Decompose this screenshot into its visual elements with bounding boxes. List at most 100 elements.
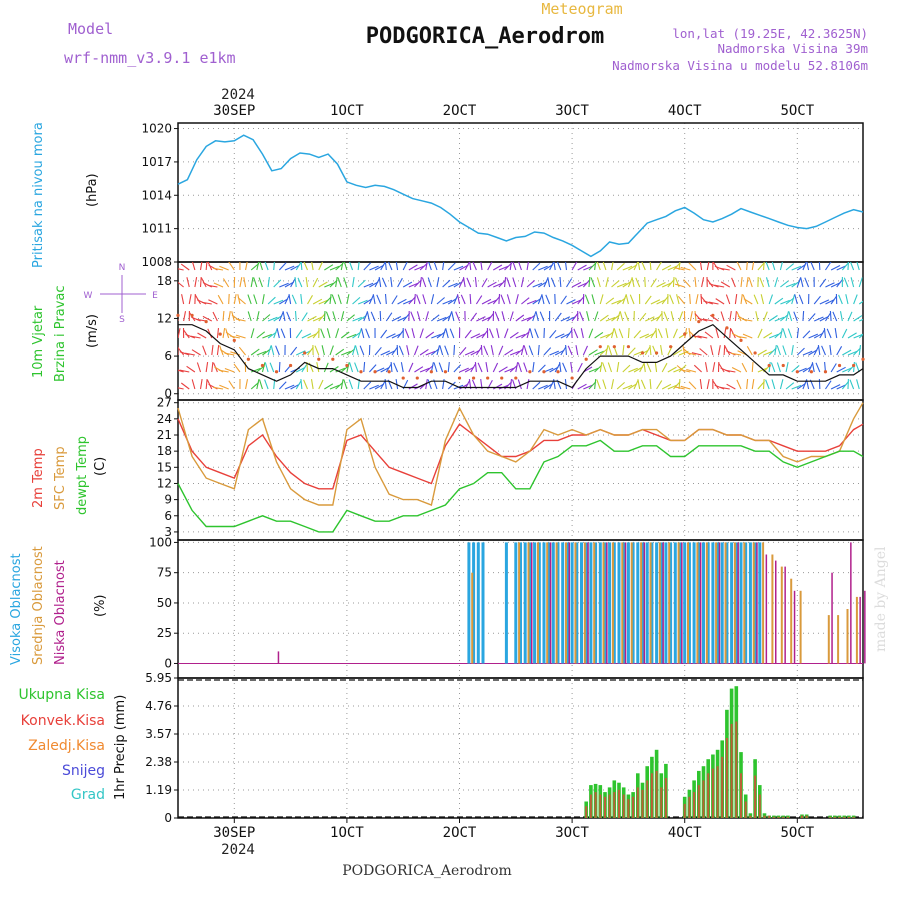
cloud-bar-0 [739,542,743,664]
cloud-bar-0 [664,542,668,664]
wind-arrow [782,328,787,339]
wind-tick-label: 0 [164,387,172,401]
wind-arrow [515,314,525,322]
wind-arrow [374,264,385,271]
wind-arrow [564,379,568,390]
wind-arrow [720,311,725,322]
wind-arrow [455,311,461,322]
wind-arrow [372,294,376,305]
cloud-bar-0 [537,542,541,664]
wind-arrow [337,277,342,288]
wind-gust-point [556,370,560,374]
wind-arrow [725,294,731,305]
wind-arrow [571,262,578,271]
cloud-bar-0 [692,542,696,664]
wind-arrow [719,386,730,390]
wind-arrow [368,294,375,305]
wind-arrow [284,384,295,390]
wind-arrow [819,329,826,339]
wind-arrow [323,362,329,373]
wind-gust-point [852,363,856,368]
wind-arrow [295,262,302,271]
wind-arrow [532,262,541,271]
wind-arrow [425,379,428,390]
wind-arrow [661,264,672,271]
wind-arrow [354,362,359,373]
wind-arrow [385,312,393,322]
cloud-bar-1 [527,542,530,664]
wind-arrow [841,262,850,271]
wind-arrow [855,362,860,373]
cloud-bar-0 [673,542,677,664]
wind-arrow [186,365,196,373]
wind-arrow [588,349,598,356]
wind-arrow [365,328,370,339]
wind-arrow [488,328,494,339]
wind-arrow [346,314,355,322]
cloud-bar-0 [650,542,654,664]
wind-arrow [556,262,562,271]
wind-arrow [267,316,278,322]
wind-arrow [534,328,539,339]
wind-arrow [425,350,436,356]
wind-arrow [859,318,863,322]
wind-arrow [541,294,545,305]
pressure-unit: (hPa) [85,173,100,207]
wind-arrow [549,350,560,356]
temperature-tick-label: 9 [164,493,172,507]
wind-arrow [639,333,650,339]
wind-arrow [699,262,703,271]
precip-bar-1 [843,816,846,818]
wind-arrow [346,333,357,339]
wind-arrow [509,350,520,356]
wind-arrow [616,297,626,305]
wind-arrow [616,381,625,390]
wind-arrow [433,362,438,373]
wind-arrow [295,367,306,373]
wind-arrow [261,362,266,373]
precip-bar-1 [801,815,803,818]
wind-arrow [682,345,686,356]
wind-arrow [238,346,246,356]
wind-arrow [856,262,860,271]
wind-arrow [560,333,571,339]
wind-arrow [300,294,303,305]
wind-arrow [402,299,413,305]
wind-arrow [178,371,179,372]
wind-arrow [836,384,847,390]
wind-arrow [303,379,308,390]
wind-arrow [579,311,584,322]
wind-arrow [256,262,260,271]
wind-arrow [712,362,716,373]
precip-bar-1 [749,815,752,818]
wind-arrow [602,362,607,373]
wind-arrow [560,295,567,305]
wind-arrow [222,328,226,339]
legend-ukupna: Ukupna Kisa [18,687,105,703]
precip-ylabel: 1hr Precip (mm) [113,695,128,800]
wind-arrow [802,350,813,356]
wind-arrow [545,294,551,305]
wind-arrow [549,262,555,271]
wind-arrow [824,312,832,322]
wind-arrow [537,294,543,305]
wind-arrow [408,282,419,288]
wind-arrow [731,277,736,288]
wind-arrow [577,282,588,288]
wind-arrow [858,345,862,356]
wind-arrow [566,316,576,322]
wind-arrow [700,293,703,305]
cloud-bar-0 [734,542,738,664]
wind-arrow [501,311,506,322]
wind-arrow [760,294,765,305]
wind-arrow [191,262,196,271]
wind-arrow [487,262,493,271]
wind-arrow [307,315,317,322]
wind-gust-point [274,370,279,374]
wind-arrow [481,298,492,305]
wind-arrow [239,277,243,288]
wind-arrow [408,383,418,390]
wind-arrow [180,263,190,271]
wind-arrow [667,265,678,271]
wind-arrow [352,316,362,322]
